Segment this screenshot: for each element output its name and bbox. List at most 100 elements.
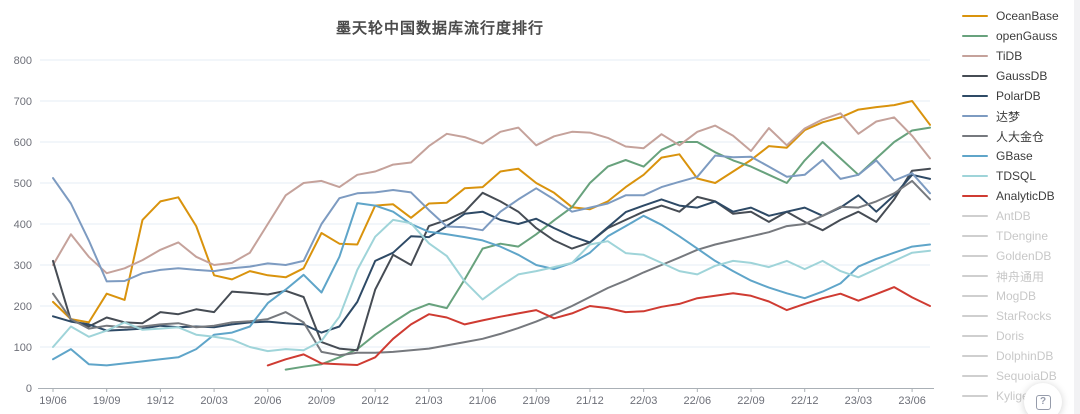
- legend-item-SequoiaDB[interactable]: SequoiaDB: [962, 366, 1080, 386]
- legend-item-OceanBase[interactable]: OceanBase: [962, 6, 1080, 26]
- x-axis-tick-label: 22/09: [737, 395, 765, 407]
- series-line-PolarDB: [52, 173, 931, 334]
- legend-swatch: [962, 255, 988, 257]
- x-axis-tick-label: 21/09: [522, 395, 550, 407]
- x-axis-tick-label: 22/03: [630, 395, 658, 407]
- x-axis-tick-label: 20/09: [308, 395, 336, 407]
- legend-label: StarRocks: [996, 309, 1052, 323]
- legend-item-TDSQL[interactable]: TDSQL: [962, 166, 1080, 186]
- legend-label: MogDB: [996, 289, 1037, 303]
- legend-item-DolphinDB[interactable]: DolphinDB: [962, 346, 1080, 366]
- legend-swatch: [962, 75, 988, 77]
- y-axis-tick-label: 800: [14, 55, 32, 67]
- legend-swatch: [962, 195, 988, 197]
- legend-swatch: [962, 155, 988, 157]
- x-axis-tick-label: 20/06: [254, 395, 282, 407]
- series-line-GaussDB: [52, 167, 931, 352]
- legend-swatch: [962, 355, 988, 357]
- y-axis-tick-label: 300: [14, 260, 32, 272]
- series-line-人大金仓: [52, 179, 931, 357]
- legend-item-AnalyticDB[interactable]: AnalyticDB: [962, 186, 1080, 206]
- y-axis-tick-label: 200: [14, 301, 32, 313]
- legend-item-GaussDB[interactable]: GaussDB: [962, 66, 1080, 86]
- legend-label: GoldenDB: [996, 249, 1052, 263]
- series-line-TiDB: [52, 112, 931, 275]
- legend-item-MogDB[interactable]: MogDB: [962, 286, 1080, 306]
- legend-swatch: [962, 15, 988, 17]
- legend-label: GBase: [996, 149, 1033, 163]
- right-edge-strip: [1074, 0, 1080, 414]
- legend-label: 人大金仓: [996, 129, 1045, 144]
- legend-label: openGauss: [996, 29, 1058, 43]
- legend-swatch: [962, 275, 988, 277]
- y-axis-tick-label: 600: [14, 137, 32, 149]
- series-line-达梦: [52, 154, 931, 283]
- x-axis-tick-label: 20/12: [361, 395, 389, 407]
- x-axis-tick-label: 21/06: [469, 395, 497, 407]
- x-axis-tick-label: 23/06: [898, 395, 926, 407]
- y-axis-tick-label: 700: [14, 96, 32, 108]
- x-axis-tick-label: 19/06: [39, 395, 67, 407]
- legend-label: OceanBase: [996, 9, 1059, 23]
- legend-label: DolphinDB: [996, 349, 1054, 363]
- legend-label: TDSQL: [996, 169, 1037, 183]
- y-axis-tick-label: 500: [14, 178, 32, 190]
- legend-swatch: [962, 395, 988, 397]
- legend-label: TiDB: [996, 49, 1023, 63]
- legend-item-PolarDB[interactable]: PolarDB: [962, 86, 1080, 106]
- legend-label: SequoiaDB: [996, 369, 1057, 383]
- x-axis-tick-label: 19/09: [93, 395, 121, 407]
- legend-item-TDengine[interactable]: TDengine: [962, 226, 1080, 246]
- legend-swatch: [962, 375, 988, 377]
- legend-item-达梦[interactable]: 达梦: [962, 106, 1080, 126]
- legend-item-神舟通用[interactable]: 神舟通用: [962, 266, 1080, 286]
- legend-item-StarRocks[interactable]: StarRocks: [962, 306, 1080, 326]
- legend-label: PolarDB: [996, 89, 1041, 103]
- legend-swatch: [962, 335, 988, 337]
- series-line-openGauss: [284, 126, 931, 371]
- legend-label: GaussDB: [996, 69, 1048, 83]
- legend-swatch: [962, 235, 988, 237]
- series-line-GBase: [52, 202, 931, 367]
- series-line-OceanBase: [52, 100, 931, 324]
- legend-label: 神舟通用: [996, 269, 1045, 284]
- legend-item-openGauss[interactable]: openGauss: [962, 26, 1080, 46]
- legend-item-GoldenDB[interactable]: GoldenDB: [962, 246, 1080, 266]
- x-axis-tick-label: 21/12: [576, 395, 604, 407]
- y-axis-tick-label: 400: [14, 219, 32, 231]
- series-line-AnalyticDB: [266, 286, 931, 367]
- x-axis-tick-label: 22/12: [791, 395, 819, 407]
- series-line-TDSQL: [52, 218, 931, 353]
- y-axis-tick-label: 0: [26, 383, 32, 395]
- legend-item-Doris[interactable]: Doris: [962, 326, 1080, 346]
- legend-label: AnalyticDB: [996, 189, 1055, 203]
- legend-label: TDengine: [996, 229, 1049, 243]
- x-axis-tick-label: 23/03: [845, 395, 873, 407]
- legend-swatch: [962, 35, 988, 37]
- x-axis-tick-label: 21/03: [415, 395, 443, 407]
- legend-swatch: [962, 55, 988, 57]
- help-widget-button[interactable]: ?: [1024, 383, 1062, 414]
- x-axis-tick-label: 19/12: [147, 395, 175, 407]
- x-axis-tick-label: 22/06: [684, 395, 712, 407]
- legend-swatch: [962, 215, 988, 217]
- question-mark-icon: ?: [1035, 394, 1051, 410]
- legend-item-GBase[interactable]: GBase: [962, 146, 1080, 166]
- chart-legend: OceanBase openGauss TiDB GaussDB PolarDB 达梦人大…: [962, 6, 1080, 406]
- legend-label: 达梦: [996, 109, 1021, 124]
- legend-item-人大金仓[interactable]: 人大金仓: [962, 126, 1080, 146]
- legend-swatch: [962, 175, 988, 177]
- legend-swatch: [962, 295, 988, 297]
- chart-title: 墨天轮中国数据库流行度排行: [335, 20, 544, 37]
- legend-item-AntDB[interactable]: AntDB: [962, 206, 1080, 226]
- legend-item-TiDB[interactable]: TiDB: [962, 46, 1080, 66]
- legend-swatch: [962, 315, 988, 317]
- legend-swatch: [962, 115, 988, 117]
- legend-item-Kyligence[interactable]: Kyligence: [962, 386, 1080, 406]
- legend-swatch: [962, 95, 988, 97]
- y-axis-tick-label: 100: [14, 342, 32, 354]
- legend-swatch: [962, 135, 988, 137]
- x-axis-tick-label: 20/03: [200, 395, 228, 407]
